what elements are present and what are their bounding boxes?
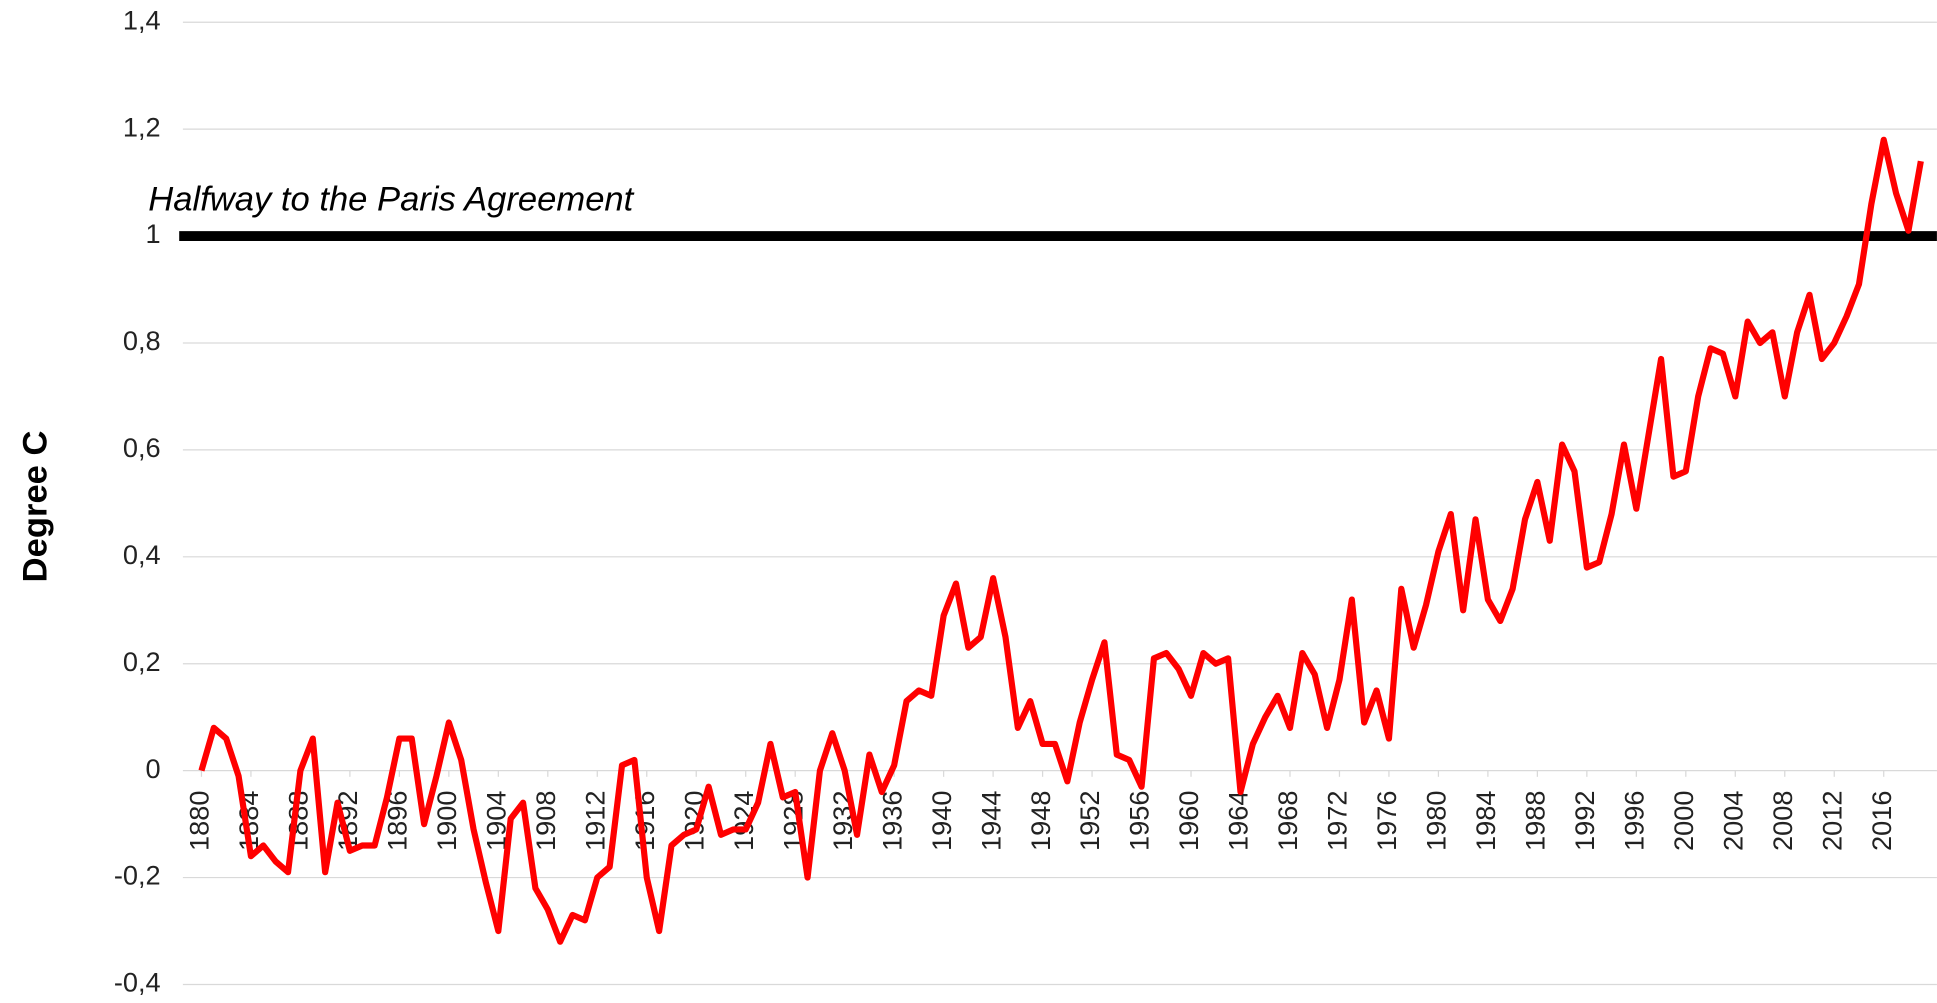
y-tick-label: 0,2 [123,646,161,677]
y-tick-label: -0,2 [114,860,161,891]
x-tick-label: 1972 [1322,791,1353,851]
x-tick-label: 1964 [1223,791,1254,851]
y-tick-label: 0,8 [123,325,161,356]
x-tick-label: 1996 [1619,791,1650,851]
x-tick-label: 1992 [1569,791,1600,851]
x-tick-label: 1880 [184,791,215,851]
x-tick-label: 1900 [431,791,462,851]
y-tick-label: 1,4 [123,4,161,35]
x-tick-label: 1988 [1520,791,1551,851]
y-tick-label: 1,2 [123,111,161,142]
x-tick-label: 1948 [1025,791,1056,851]
x-tick-label: 1976 [1371,791,1402,851]
annotation: Halfway to the Paris Agreement [148,181,634,219]
x-tick-label: 2000 [1668,791,1699,851]
x-tick-label: 1912 [579,791,610,851]
x-tick-label: 1924 [728,791,759,851]
x-tick-label: 1936 [876,791,907,851]
x-tick-label: 1960 [1173,791,1204,851]
x-tick-label: 1952 [1074,791,1105,851]
line-series [198,136,1924,945]
y-axis-label: Degree C [16,431,54,583]
x-tick-label: 2004 [1717,791,1748,851]
x-tick-label: 2012 [1816,791,1847,851]
y-tick-label: -0,4 [114,967,161,998]
y-tick-label: 0 [146,753,161,784]
x-tick-label: 1944 [975,791,1006,851]
x-tick-label: 1968 [1272,791,1303,851]
x-tick-label: 2016 [1866,791,1897,851]
y-tick-label: 1 [146,218,161,249]
x-tick-label: 1940 [926,791,957,851]
x-tick-label: 1984 [1470,791,1501,851]
x-tick-label: 1980 [1421,791,1452,851]
x-tick-label: 2008 [1767,791,1798,851]
y-tick-label: 0,4 [123,539,161,570]
x-tick-label: 1908 [530,791,561,851]
y-tick-label: 0,6 [123,432,161,463]
x-tick-label: 1956 [1124,791,1155,851]
